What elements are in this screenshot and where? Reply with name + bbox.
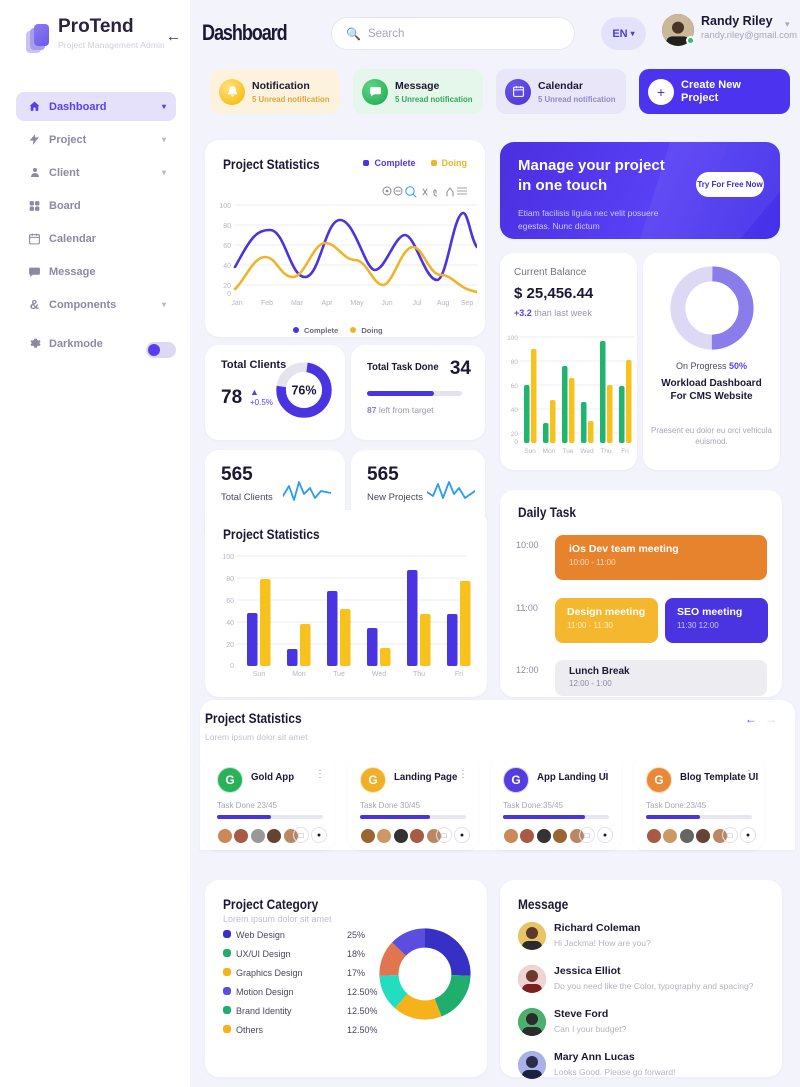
svg-text:60: 60 [226, 598, 234, 605]
svg-text:Jun: Jun [381, 300, 392, 307]
svg-text:20: 20 [223, 283, 231, 290]
svg-text:Wed: Wed [580, 448, 594, 455]
svg-text:Fri: Fri [455, 671, 464, 678]
svg-text:100: 100 [507, 335, 518, 342]
svg-text:0: 0 [514, 439, 518, 446]
svg-text:76%: 76% [291, 383, 316, 397]
svg-text:Tue: Tue [563, 448, 574, 455]
svg-text:Mon: Mon [292, 671, 306, 678]
svg-text:Mon: Mon [543, 448, 556, 455]
svg-text:80: 80 [223, 223, 231, 230]
svg-text:80: 80 [511, 359, 519, 366]
svg-text:Thu: Thu [413, 671, 425, 678]
svg-text:Feb: Feb [261, 300, 273, 307]
svg-text:40: 40 [511, 407, 519, 414]
svg-text:100: 100 [219, 203, 231, 210]
svg-text:100: 100 [222, 554, 234, 561]
svg-text:60: 60 [511, 383, 519, 390]
svg-text:Mar: Mar [291, 300, 304, 307]
svg-text:20: 20 [511, 431, 519, 438]
svg-text:Thu: Thu [600, 448, 612, 455]
svg-text:Sun: Sun [253, 671, 266, 678]
svg-text:Aug: Aug [437, 300, 450, 307]
svg-text:Fri: Fri [621, 448, 629, 455]
svg-text:0: 0 [230, 663, 234, 670]
svg-text:40: 40 [223, 263, 231, 270]
svg-text:Jul: Jul [413, 300, 422, 307]
svg-text:May: May [350, 300, 364, 307]
svg-text:0: 0 [227, 291, 231, 298]
svg-text:80: 80 [226, 576, 234, 583]
svg-text:Tue: Tue [333, 671, 345, 678]
svg-text:Sun: Sun [524, 448, 536, 455]
svg-text:Wed: Wed [372, 671, 386, 678]
svg-text:60: 60 [223, 243, 231, 250]
svg-text:Sep: Sep [461, 300, 474, 307]
svg-text:20: 20 [226, 642, 234, 649]
svg-text:Apr: Apr [322, 300, 334, 307]
svg-text:40: 40 [226, 620, 234, 627]
svg-text:Jan: Jan [231, 300, 242, 307]
